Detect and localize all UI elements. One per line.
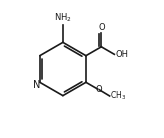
Text: CH$_3$: CH$_3$: [110, 90, 126, 102]
Text: N: N: [33, 80, 40, 90]
Text: OH: OH: [115, 50, 128, 59]
Text: O: O: [96, 85, 102, 94]
Text: O: O: [99, 23, 105, 32]
Text: NH$_2$: NH$_2$: [54, 11, 72, 24]
